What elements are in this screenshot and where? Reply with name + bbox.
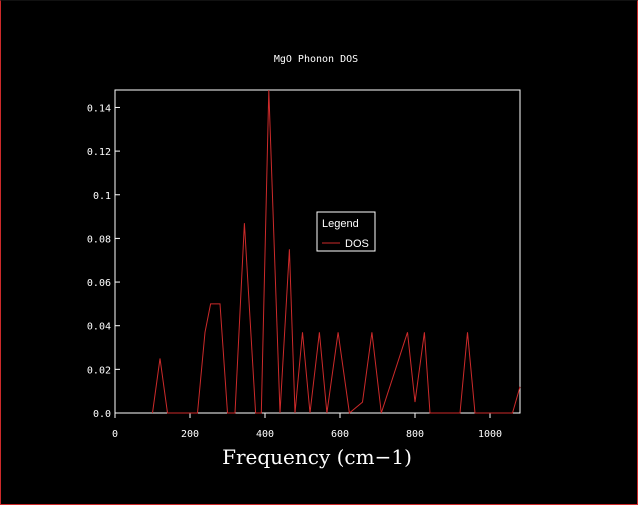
x-tick-label: 1000 <box>478 429 502 440</box>
y-tick-label: 0.12 <box>87 147 111 158</box>
chart-title: MgO Phonon DOS <box>274 54 358 65</box>
series-layer <box>152 89 521 414</box>
plot-area <box>114 89 521 414</box>
x-tick-label: 200 <box>181 429 199 440</box>
x-tick-label: 0 <box>112 429 118 440</box>
legend-title: Legend <box>322 218 359 230</box>
x-tick-label: 800 <box>406 429 424 440</box>
y-tick-label: 0.0 <box>93 409 111 420</box>
x-tick-label: 400 <box>256 429 274 440</box>
y-tick-label: 0.06 <box>87 278 111 289</box>
y-axis: 0.0 0.02 0.04 0.06 0.08 0.1 0.12 0.14 <box>87 103 120 420</box>
legend-box <box>316 211 376 252</box>
x-tick-label: 600 <box>331 429 349 440</box>
series-line-dos <box>152 89 521 414</box>
x-axis-label: Frequency (cm−1) <box>222 445 412 469</box>
x-axis: 0 200 400 600 800 1000 <box>112 413 502 440</box>
y-tick-label: 0.14 <box>87 103 111 114</box>
y-tick-label: 0.02 <box>87 365 111 376</box>
y-tick-label: 0.1 <box>93 191 111 202</box>
y-tick-label: 0.04 <box>87 322 111 333</box>
legend-entry-dos: DOS <box>345 238 369 250</box>
legend: Legend DOS <box>316 211 376 252</box>
y-tick-label: 0.08 <box>87 234 111 245</box>
